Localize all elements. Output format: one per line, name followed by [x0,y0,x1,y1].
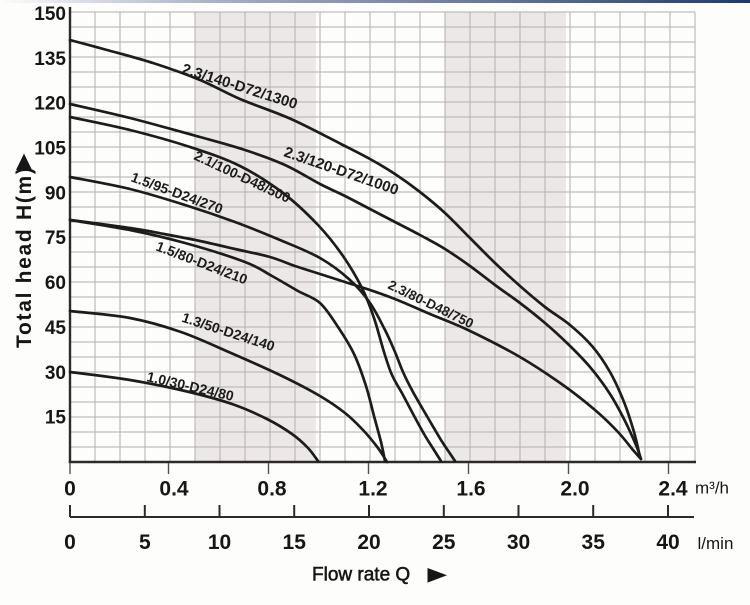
svg-text:15: 15 [283,531,307,554]
svg-text:135: 135 [34,49,66,70]
svg-text:5: 5 [139,531,151,554]
svg-text:l/min: l/min [698,534,734,553]
svg-text:0.8: 0.8 [257,478,287,501]
svg-text:150: 150 [34,4,66,25]
svg-text:60: 60 [45,273,66,294]
svg-text:10: 10 [208,531,231,554]
svg-text:2.4: 2.4 [658,478,688,501]
svg-text:Total head H(m): Total head H(m) [13,165,36,348]
svg-text:30: 30 [507,531,530,554]
svg-text:2.0: 2.0 [560,478,589,501]
svg-text:40: 40 [656,531,679,554]
svg-text:15: 15 [45,408,67,429]
svg-text:35: 35 [582,531,606,554]
svg-text:m³/h: m³/h [695,479,729,498]
svg-text:105: 105 [34,139,66,160]
svg-text:0: 0 [64,531,76,554]
svg-text:0: 0 [64,478,76,501]
svg-text:25: 25 [432,531,456,554]
svg-text:75: 75 [45,228,67,249]
svg-text:30: 30 [45,363,66,384]
svg-text:0.4: 0.4 [159,478,189,501]
svg-text:120: 120 [34,94,66,115]
svg-text:45: 45 [45,318,67,339]
svg-text:Flow rate Q: Flow rate Q [312,565,410,586]
svg-text:90: 90 [45,183,66,204]
svg-text:20: 20 [357,531,380,554]
svg-text:1.2: 1.2 [358,478,387,501]
svg-text:1.6: 1.6 [456,478,485,501]
